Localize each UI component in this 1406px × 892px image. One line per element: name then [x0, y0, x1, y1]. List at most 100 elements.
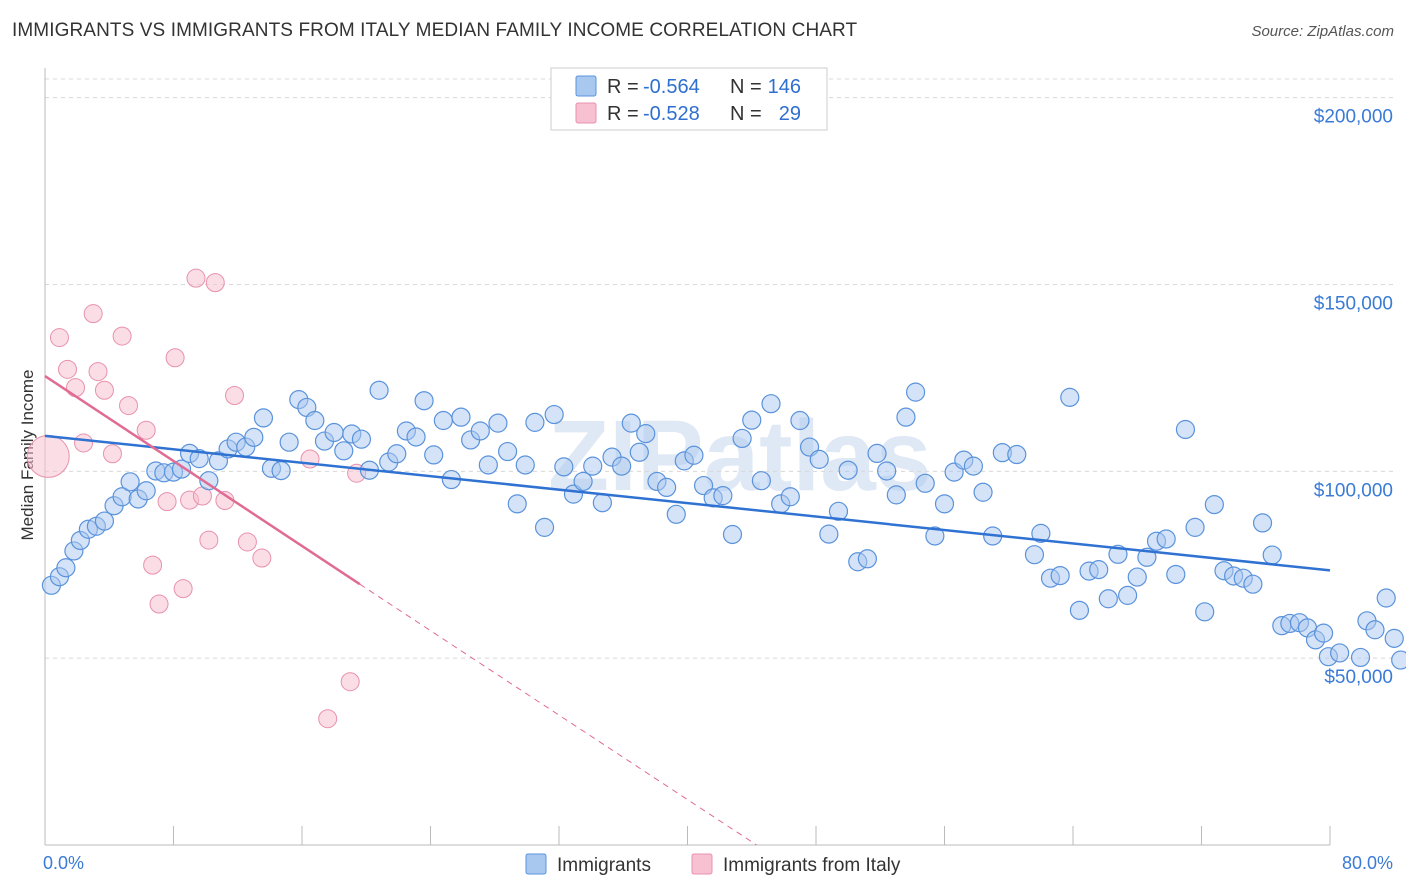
- italy-point: [237, 532, 257, 552]
- trendlines: [44, 375, 1331, 846]
- immigrants-point: [819, 524, 839, 544]
- immigrants-point: [406, 427, 426, 447]
- legend-n-value-2: 29: [779, 103, 801, 125]
- immigrants-point: [1204, 494, 1224, 515]
- immigrants-point: [1166, 564, 1186, 585]
- immigrants-point: [1365, 620, 1385, 640]
- immigrants-point: [583, 456, 603, 476]
- immigrants-point: [621, 413, 641, 433]
- immigrants-point: [612, 456, 632, 476]
- italy-point: [252, 548, 272, 568]
- immigrants-point: [867, 443, 887, 464]
- immigrants-point: [877, 461, 897, 481]
- immigrants-point: [1118, 585, 1138, 605]
- x-tick-labels: 0.0% 80.0%: [43, 853, 1393, 873]
- legend-swatch-italy: [575, 102, 597, 124]
- immigrants-point: [732, 428, 752, 449]
- immigrants-point: [657, 477, 677, 498]
- immigrants-point: [1050, 565, 1070, 586]
- y-tick-label: $50,000: [1324, 667, 1393, 688]
- italy-point: [205, 273, 225, 293]
- immigrants-point: [525, 412, 545, 432]
- italy-point: [173, 579, 193, 599]
- immigrants-point: [1262, 545, 1282, 565]
- bottom-legend-label-immigrants: Immigrants: [557, 855, 651, 876]
- chart-title: IMMIGRANTS VS IMMIGRANTS FROM ITALY MEDI…: [12, 20, 858, 41]
- immigrants-point: [1376, 588, 1396, 608]
- immigrants-point: [244, 427, 264, 447]
- legend-swatch-immigrants: [575, 75, 597, 97]
- italy-point: [112, 326, 132, 346]
- immigrants-point: [1252, 513, 1273, 533]
- immigrants-point: [857, 549, 878, 569]
- italy-point: [136, 420, 156, 440]
- immigrants-trendline: [44, 434, 1331, 572]
- italy-point: [199, 530, 219, 550]
- bottom-legend: Immigrants Immigrants from Italy: [525, 853, 901, 876]
- immigrants-point: [478, 455, 498, 475]
- immigrants-point: [199, 471, 219, 491]
- immigrants-point: [470, 421, 490, 441]
- legend-r-label-1: R =: [607, 76, 639, 98]
- legend-n-label-1: N =: [730, 76, 762, 98]
- immigrants-points: [41, 380, 1406, 670]
- immigrants-point: [809, 449, 829, 469]
- immigrants-point: [973, 482, 993, 502]
- immigrants-point: [271, 460, 291, 481]
- immigrants-point: [1089, 560, 1109, 580]
- immigrants-point: [925, 526, 945, 546]
- immigrants-point: [838, 460, 858, 480]
- immigrants-point: [1195, 602, 1215, 622]
- immigrants-point: [886, 485, 906, 505]
- bottom-legend-label-italy: Immigrants from Italy: [723, 855, 901, 876]
- immigrants-point: [94, 511, 115, 531]
- immigrants-point: [534, 517, 555, 537]
- immigrants-point: [713, 486, 733, 506]
- immigrants-point: [351, 429, 372, 449]
- immigrants-point: [1391, 650, 1406, 670]
- immigrants-point: [433, 410, 453, 431]
- bottom-legend-swatch-italy: [691, 853, 713, 875]
- legend-box: R = -0.564 N = 146 R = -0.528 N = 29: [550, 67, 828, 131]
- italy-point: [119, 396, 139, 416]
- immigrants-point: [751, 471, 771, 491]
- immigrants-point: [488, 413, 508, 433]
- immigrants-point: [1024, 545, 1045, 565]
- immigrants-point: [573, 471, 593, 492]
- immigrants-point: [1185, 517, 1205, 537]
- y-tick-label: $150,000: [1314, 294, 1393, 315]
- y-tick-label: $200,000: [1314, 107, 1393, 128]
- italy-point: [165, 348, 185, 368]
- immigrants-point: [780, 487, 800, 507]
- x-tick-label: 0.0%: [43, 853, 84, 873]
- immigrants-point: [1243, 574, 1263, 594]
- immigrants-point: [742, 410, 762, 430]
- immigrants-point: [544, 404, 564, 425]
- immigrants-point: [1350, 647, 1371, 668]
- italy-trendline-extension: [359, 583, 757, 846]
- italy-point: [225, 385, 245, 405]
- immigrants-point: [1156, 529, 1176, 549]
- immigrants-point: [629, 442, 649, 462]
- legend-n-value-1: 146: [768, 76, 801, 98]
- immigrants-point: [498, 441, 518, 462]
- immigrants-point: [324, 422, 344, 443]
- italy-point: [74, 433, 94, 453]
- immigrants-point: [722, 524, 743, 545]
- italy-point: [157, 492, 177, 512]
- italy-point: [57, 359, 77, 379]
- immigrants-point: [1175, 419, 1196, 440]
- immigrants-point: [666, 504, 686, 524]
- immigrants-point: [1330, 643, 1350, 663]
- gridlines: [45, 78, 1395, 659]
- y-tick-label: $100,000: [1314, 480, 1393, 501]
- italy-points: [26, 268, 367, 729]
- immigrants-point: [369, 380, 389, 400]
- legend-n-label-2: N =: [730, 103, 762, 125]
- immigrants-point: [136, 481, 156, 501]
- immigrants-point: [387, 444, 407, 464]
- immigrants-point: [189, 449, 209, 469]
- immigrants-point: [414, 391, 434, 411]
- italy-point: [26, 434, 70, 478]
- italy-point: [94, 380, 114, 400]
